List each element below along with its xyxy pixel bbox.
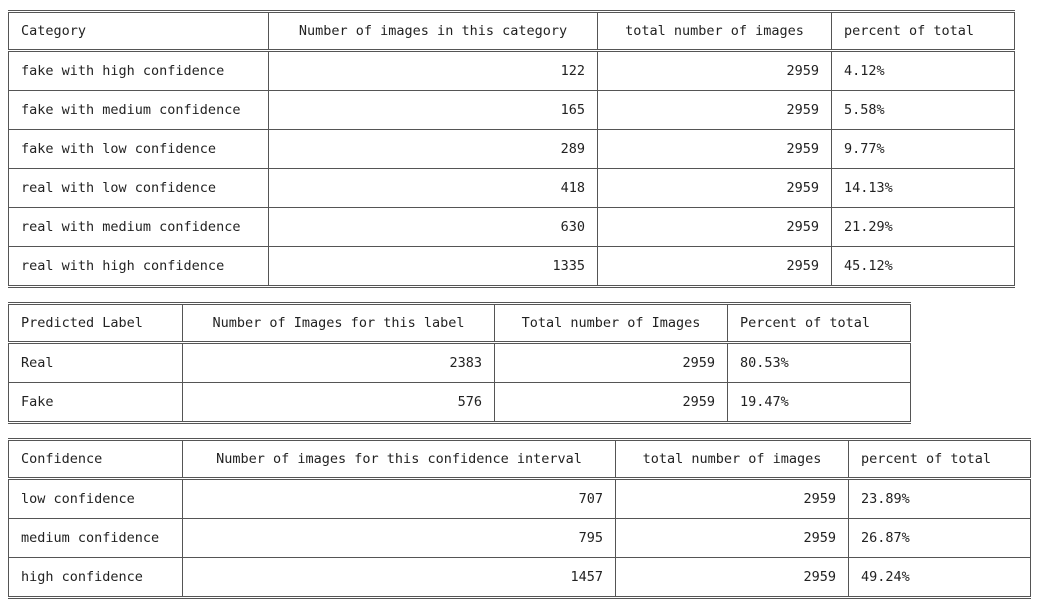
column-header-percent: percent of total [831, 11, 1015, 52]
percent-cell: 45.12% [831, 246, 1015, 287]
column-header-count: Number of images for this confidence int… [182, 439, 616, 480]
table-row: low confidence 707 2959 23.89% [8, 478, 1031, 519]
total-cell: 2959 [597, 246, 832, 287]
percent-cell: 14.13% [831, 168, 1015, 208]
column-header-total: total number of images [597, 11, 832, 52]
count-cell: 630 [268, 207, 598, 247]
table-row: medium confidence 795 2959 26.87% [8, 518, 1031, 558]
total-cell: 2959 [597, 207, 832, 247]
total-cell: 2959 [494, 382, 728, 423]
table-header-row: Category Number of images in this catego… [8, 11, 1015, 52]
percent-cell: 21.29% [831, 207, 1015, 247]
total-cell: 2959 [597, 90, 832, 130]
table-row: fake with high confidence 122 2959 4.12% [8, 50, 1015, 91]
category-cell: fake with medium confidence [8, 90, 269, 130]
percent-cell: 19.47% [727, 382, 911, 423]
percent-cell: 9.77% [831, 129, 1015, 169]
column-header-count: Number of images in this category [268, 11, 598, 52]
count-cell: 795 [182, 518, 616, 558]
table-row: real with medium confidence 630 2959 21.… [8, 207, 1015, 247]
count-cell: 165 [268, 90, 598, 130]
column-header-total: total number of images [615, 439, 849, 480]
percent-cell: 4.12% [831, 50, 1015, 91]
confidence-cell: high confidence [8, 557, 183, 598]
percent-cell: 5.58% [831, 90, 1015, 130]
table-row: real with high confidence 1335 2959 45.1… [8, 246, 1015, 287]
percent-cell: 49.24% [848, 557, 1031, 598]
category-cell: fake with high confidence [8, 50, 269, 91]
table-header-row: Confidence Number of images for this con… [8, 439, 1031, 480]
label-cell: Real [8, 342, 183, 383]
count-cell: 289 [268, 129, 598, 169]
table-row: fake with low confidence 289 2959 9.77% [8, 129, 1015, 169]
column-header-confidence: Confidence [8, 439, 183, 480]
percent-cell: 23.89% [848, 478, 1031, 519]
confidence-cell: medium confidence [8, 518, 183, 558]
column-header-percent: percent of total [848, 439, 1031, 480]
total-cell: 2959 [615, 518, 849, 558]
total-cell: 2959 [615, 557, 849, 598]
count-cell: 418 [268, 168, 598, 208]
column-header-count: Number of Images for this label [182, 303, 495, 344]
label-cell: Fake [8, 382, 183, 423]
percent-cell: 80.53% [727, 342, 911, 383]
category-cell: real with high confidence [8, 246, 269, 287]
total-cell: 2959 [597, 50, 832, 91]
table-row: Real 2383 2959 80.53% [8, 342, 911, 383]
count-cell: 1457 [182, 557, 616, 598]
predicted-label-table: Predicted Label Number of Images for thi… [8, 302, 911, 424]
count-cell: 707 [182, 478, 616, 519]
category-cell: real with medium confidence [8, 207, 269, 247]
total-cell: 2959 [615, 478, 849, 519]
table-row: fake with medium confidence 165 2959 5.5… [8, 90, 1015, 130]
count-cell: 1335 [268, 246, 598, 287]
column-header-percent: Percent of total [727, 303, 911, 344]
table-row: real with low confidence 418 2959 14.13% [8, 168, 1015, 208]
column-header-total: Total number of Images [494, 303, 728, 344]
category-table: Category Number of images in this catego… [8, 10, 1015, 288]
count-cell: 576 [182, 382, 495, 423]
column-header-label: Predicted Label [8, 303, 183, 344]
count-cell: 2383 [182, 342, 495, 383]
total-cell: 2959 [494, 342, 728, 383]
table-header-row: Predicted Label Number of Images for thi… [8, 303, 911, 344]
total-cell: 2959 [597, 129, 832, 169]
percent-cell: 26.87% [848, 518, 1031, 558]
confidence-cell: low confidence [8, 478, 183, 519]
column-header-category: Category [8, 11, 269, 52]
confidence-table: Confidence Number of images for this con… [8, 438, 1031, 599]
category-cell: fake with low confidence [8, 129, 269, 169]
table-row: high confidence 1457 2959 49.24% [8, 557, 1031, 598]
total-cell: 2959 [597, 168, 832, 208]
count-cell: 122 [268, 50, 598, 91]
table-row: Fake 576 2959 19.47% [8, 382, 911, 423]
category-cell: real with low confidence [8, 168, 269, 208]
